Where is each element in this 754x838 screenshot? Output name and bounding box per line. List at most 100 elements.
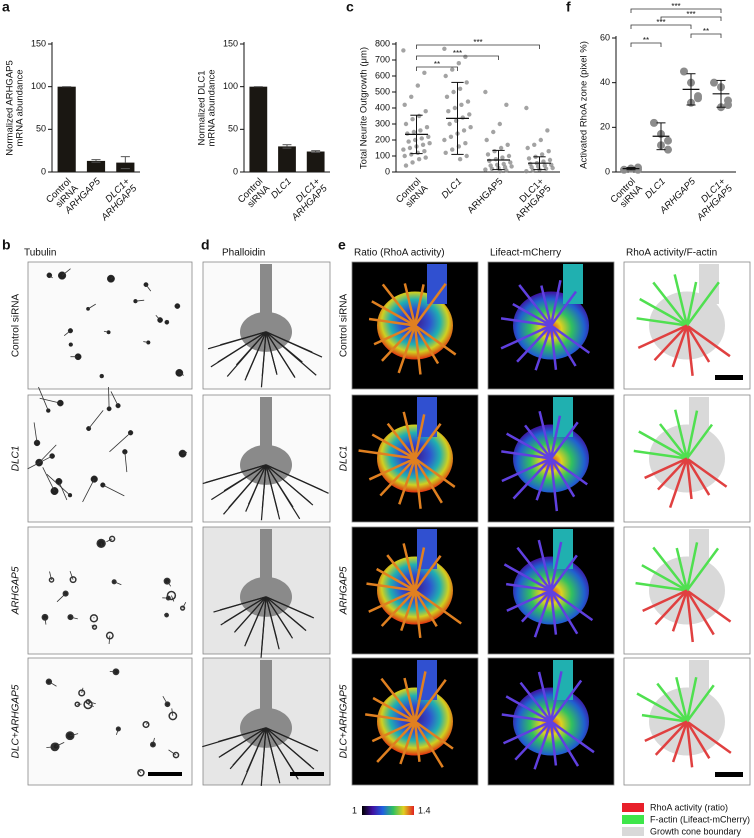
cell bbox=[90, 475, 98, 483]
data-point bbox=[483, 167, 488, 172]
filopodium bbox=[413, 590, 422, 639]
y-tick-label: 40 bbox=[600, 77, 610, 87]
data-point bbox=[487, 158, 492, 163]
filopodium bbox=[502, 720, 552, 745]
filopodium bbox=[671, 590, 689, 632]
neurite bbox=[145, 284, 152, 292]
filopodium bbox=[205, 464, 267, 484]
filopodium bbox=[265, 331, 313, 353]
filopodium bbox=[371, 433, 416, 460]
data-point bbox=[403, 163, 409, 168]
filopodium bbox=[260, 727, 267, 787]
significance-bracket bbox=[416, 44, 540, 49]
filopodium bbox=[685, 589, 715, 636]
data-point bbox=[444, 94, 450, 100]
data-point bbox=[505, 142, 510, 147]
data-point bbox=[465, 99, 471, 104]
filopodium bbox=[265, 596, 292, 636]
filopodium bbox=[245, 331, 267, 378]
data-point bbox=[464, 153, 469, 159]
data-point bbox=[457, 157, 463, 162]
filopodium bbox=[261, 331, 267, 376]
neurite bbox=[171, 708, 174, 716]
panel-title: Tubulin bbox=[24, 248, 56, 259]
filopodium bbox=[685, 590, 694, 643]
data-point bbox=[402, 102, 407, 108]
data-point bbox=[452, 105, 458, 111]
x-tick-label: DLC1 bbox=[643, 176, 668, 201]
data-point bbox=[420, 142, 426, 147]
row-label: DLC+ARHGAP5 bbox=[339, 684, 350, 758]
neurite bbox=[49, 571, 52, 581]
data-point bbox=[550, 165, 555, 171]
filopodium bbox=[379, 457, 416, 497]
filopodium bbox=[633, 449, 688, 460]
filopodium bbox=[381, 324, 416, 362]
filopodium bbox=[265, 596, 278, 640]
filopodium bbox=[386, 554, 416, 592]
bar bbox=[249, 86, 268, 172]
filopodium bbox=[653, 324, 688, 362]
filopodium bbox=[381, 283, 416, 327]
filopodium bbox=[233, 596, 267, 633]
data-point bbox=[461, 128, 467, 133]
data-point bbox=[451, 89, 456, 95]
filopodium bbox=[686, 324, 731, 358]
filopodium bbox=[413, 458, 422, 509]
filopodium bbox=[549, 721, 558, 766]
filopodium bbox=[639, 297, 688, 327]
micrograph bbox=[27, 394, 193, 523]
y-tick-label: 0 bbox=[605, 166, 610, 176]
significance-bracket bbox=[690, 33, 722, 38]
neurite bbox=[87, 303, 96, 310]
neurite bbox=[108, 386, 110, 409]
filopodium bbox=[686, 457, 728, 488]
filopodium bbox=[386, 422, 416, 460]
data-point bbox=[424, 125, 430, 130]
neurite bbox=[164, 614, 167, 616]
data-point bbox=[460, 115, 465, 120]
data-point bbox=[545, 128, 550, 133]
data-point bbox=[418, 128, 423, 133]
data-point bbox=[484, 137, 489, 143]
y-tick-label: 400 bbox=[375, 102, 390, 112]
filopodium bbox=[413, 679, 447, 723]
filopodium bbox=[413, 423, 442, 460]
filopodium bbox=[668, 458, 689, 509]
filopodium bbox=[685, 281, 720, 327]
data-point bbox=[492, 149, 497, 154]
sd-bar bbox=[626, 167, 636, 171]
filopodium bbox=[366, 582, 416, 592]
neurite bbox=[124, 451, 128, 473]
filopodium bbox=[540, 285, 553, 326]
legend-label: F-actin (Lifeact-mCherry) bbox=[650, 814, 750, 824]
y-tick-label: 150 bbox=[31, 38, 46, 48]
neurite bbox=[168, 749, 177, 756]
data-point bbox=[410, 117, 415, 122]
y-tick-label: 50 bbox=[228, 124, 238, 134]
neurite bbox=[88, 410, 104, 429]
data-point bbox=[456, 61, 462, 66]
significance-label: ** bbox=[643, 36, 649, 45]
filopodium bbox=[505, 695, 552, 723]
filopodium bbox=[675, 676, 689, 722]
filopodium bbox=[549, 679, 583, 723]
sd-bar bbox=[716, 79, 726, 108]
column-title: Lifeact-mCherry bbox=[490, 248, 561, 259]
data-point bbox=[442, 137, 447, 143]
significance-label: *** bbox=[453, 49, 462, 58]
cell bbox=[55, 477, 63, 485]
neurite bbox=[33, 422, 38, 443]
filopodium bbox=[512, 303, 552, 327]
data-point bbox=[489, 166, 495, 171]
neurite bbox=[69, 733, 79, 737]
filopodium bbox=[549, 325, 558, 370]
y-tick-label: 100 bbox=[31, 81, 46, 91]
colorbar-label: 1.4 bbox=[418, 805, 431, 815]
cell bbox=[108, 535, 116, 543]
neurite bbox=[91, 625, 95, 628]
y-axis-label: Total Neurite Outgrowth (μm) bbox=[359, 47, 370, 169]
filopodium bbox=[549, 290, 578, 327]
data-point bbox=[401, 48, 406, 53]
